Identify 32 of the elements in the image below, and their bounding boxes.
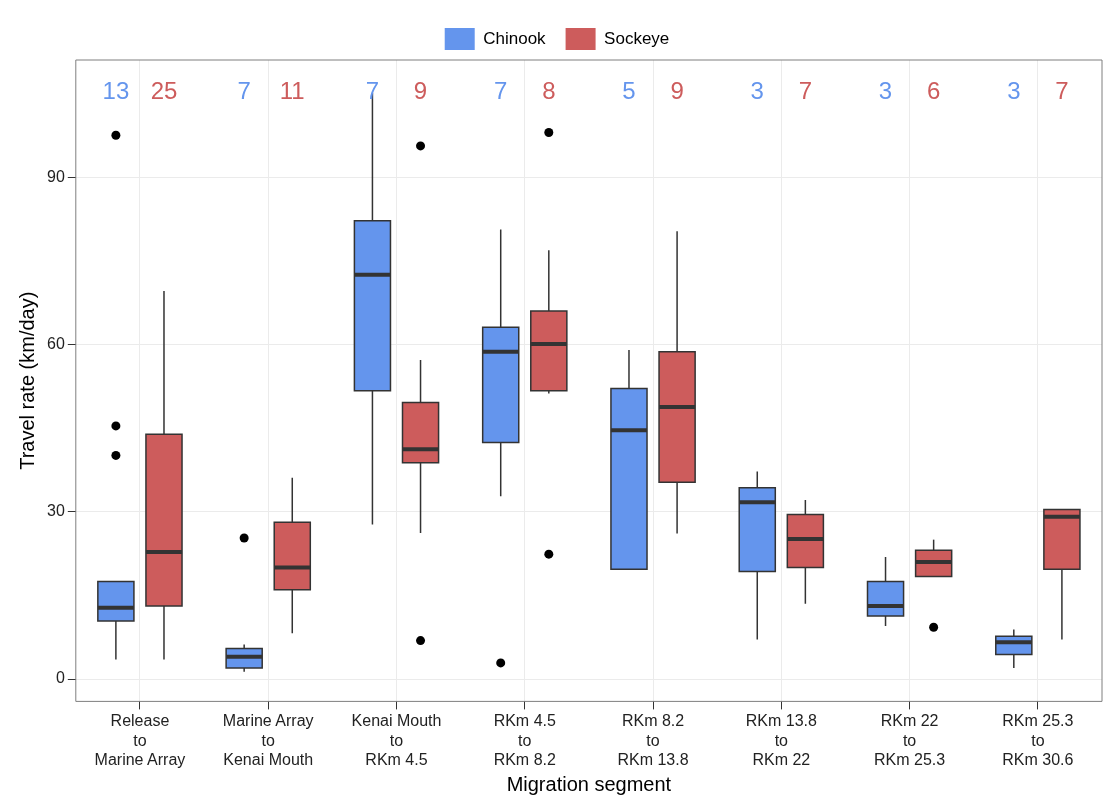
legend-label: Chinook [483,28,547,48]
x-tick-label: Marine Array to Kenai Mouth [222,712,314,768]
x-tick-label: Release to Marine Array [94,712,186,768]
text: 7 [494,76,508,104]
text: 25 [150,76,178,104]
text: 6 [926,76,941,104]
y-tick-label: 60 [47,334,65,352]
legend-label: Sockeye [604,28,670,48]
text: 9 [413,76,428,104]
x-tick-label: Kenai Mouth to RKm 4.5 [351,712,442,768]
text: 7 [365,76,380,104]
y-axis-title: Travel rate (km/day) [15,291,38,470]
y-tick-label: 0 [55,669,65,687]
x-tick-label: RKm 22 to RKm 25.3 [874,712,946,768]
text: 9 [670,76,684,104]
x-axis-title: Migration segment [506,772,672,795]
x-tick-label: RKm 8.2 to RKm 13.8 [617,712,689,768]
text: 7 [798,76,813,104]
text: 3 [750,76,764,104]
text: 5 [622,76,636,104]
text: 7 [237,76,251,104]
text: 3 [878,76,893,104]
x-tick-label: RKm 13.8 to RKm 22 [745,712,817,768]
text: 8 [542,76,556,104]
y-tick-label: 30 [47,502,65,520]
y-tick-label: 90 [47,167,65,185]
text: 13 [102,76,130,104]
x-tick-label: RKm 25.3 to RKm 30.6 [1002,712,1074,768]
text: 3 [1007,76,1021,104]
x-tick-label: RKm 4.5 to RKm 8.2 [493,712,556,768]
text: 7 [1055,76,1069,104]
text: 11 [279,76,305,104]
